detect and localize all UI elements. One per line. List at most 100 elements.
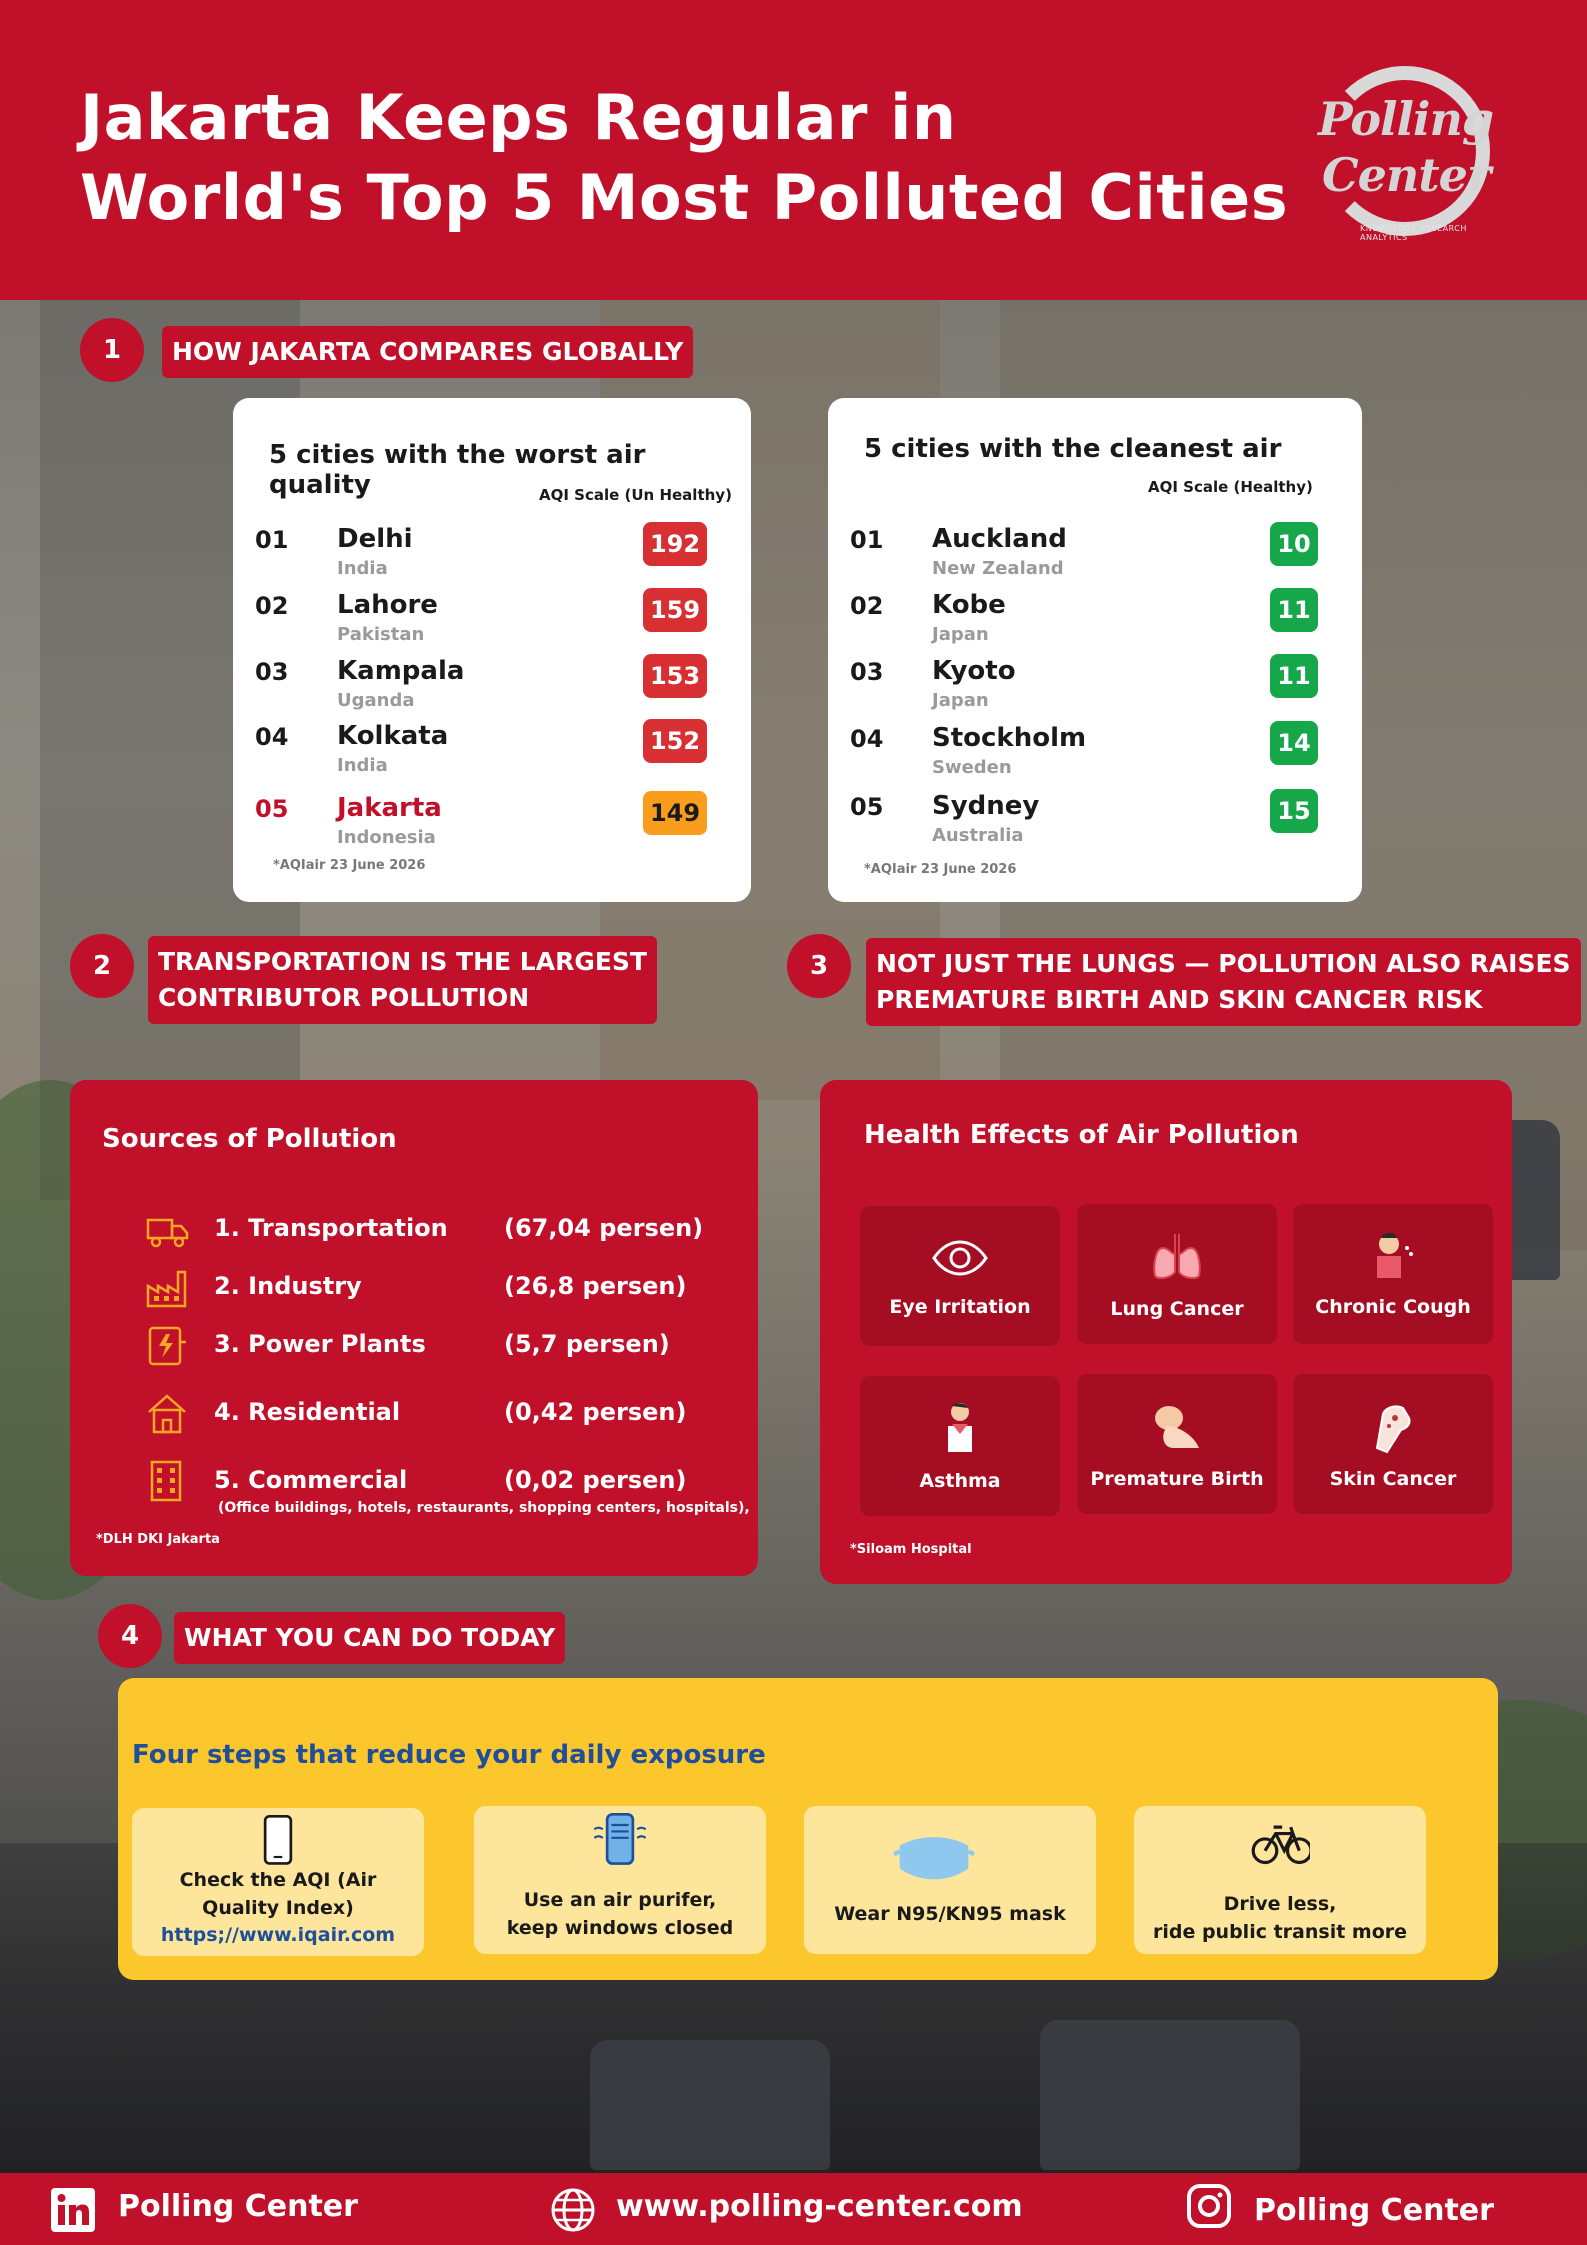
city-name: Lahore bbox=[337, 590, 438, 620]
power-plant-icon bbox=[148, 1326, 186, 1366]
city-row: 03 Kampala Uganda 153 bbox=[255, 654, 707, 716]
linkedin-icon[interactable] bbox=[50, 2187, 96, 2233]
worst-card-title: 5 cities with the worst air quality bbox=[269, 440, 646, 500]
footer-instagram-text[interactable]: Polling Center bbox=[1254, 2193, 1494, 2228]
section-4-label: WHAT YOU CAN DO TODAY bbox=[174, 1612, 566, 1664]
city-name: Auckland bbox=[932, 524, 1067, 554]
step-text-line-1: Use an air purifer, bbox=[523, 1889, 717, 1911]
polling-center-logo: Polling Center KNOWLEDGE RESEARCH ANALYT… bbox=[1300, 62, 1500, 242]
aqi-badge: 11 bbox=[1270, 654, 1318, 698]
mask-icon bbox=[893, 1837, 975, 1880]
page-title: Jakarta Keeps Regular in World's Top 5 M… bbox=[80, 78, 1288, 238]
worst-air-card: 5 cities with the worst air quality AQI … bbox=[233, 398, 751, 902]
health-effect-card: Asthma bbox=[860, 1376, 1060, 1516]
section-1-number: 1 bbox=[80, 318, 144, 382]
health-effect-card: Eye Irritation bbox=[860, 1206, 1060, 1346]
action-step-card: Wear N95/KN95 mask bbox=[804, 1806, 1096, 1954]
four-steps-title: Four steps that reduce your daily exposu… bbox=[132, 1740, 766, 1770]
city-country: New Zealand bbox=[932, 558, 1064, 579]
section-1-label: HOW JAKARTA COMPARES GLOBALLY bbox=[162, 326, 694, 378]
city-rank: 03 bbox=[255, 658, 289, 686]
section-2-label: TRANSPORTATION IS THE LARGEST CONTRIBUTO… bbox=[148, 936, 657, 1024]
step-text-line-2: keep windows closed bbox=[506, 1917, 734, 1939]
asthma-icon bbox=[948, 1403, 972, 1452]
city-row: 03 Kyoto Japan 11 bbox=[850, 654, 1318, 716]
phone-icon bbox=[263, 1814, 293, 1865]
step-text-line-2: Quality Index) bbox=[202, 1897, 354, 1919]
action-step-card: Check the AQI (Air Quality Index) https;//… bbox=[132, 1808, 424, 1956]
aqi-badge: 15 bbox=[1270, 789, 1318, 833]
health-effect-label: Eye Irritation bbox=[889, 1296, 1031, 1318]
city-name: Kampala bbox=[337, 656, 465, 686]
aqi-badge: 149 bbox=[643, 791, 707, 835]
city-name: Delhi bbox=[337, 524, 413, 554]
pollution-source-percent: (0,02 persen) bbox=[504, 1466, 687, 1494]
health-effect-label: Chronic Cough bbox=[1315, 1296, 1471, 1318]
skin-icon bbox=[1375, 1405, 1411, 1454]
commercial-note: (Office buildings, hotels, restaurants, … bbox=[218, 1500, 750, 1516]
city-country: Australia bbox=[932, 825, 1024, 846]
step-text-line-1: Check the AQI (Air bbox=[179, 1869, 377, 1891]
footer-linkedin-text[interactable]: Polling Center bbox=[118, 2189, 358, 2224]
sources-of-pollution-panel: Sources of Pollution 1. Transportation (6… bbox=[70, 1080, 758, 1576]
pollution-source-label: 4. Residential bbox=[214, 1398, 401, 1426]
cleanest-air-card: 5 cities with the cleanest air AQI Scale… bbox=[828, 398, 1362, 902]
city-row: 05 Sydney Australia 15 bbox=[850, 789, 1318, 851]
title-line-1: Jakarta Keeps Regular in bbox=[80, 81, 957, 154]
footer-bar: Polling Center www.polling-center.com Po… bbox=[0, 2173, 1587, 2245]
pollution-source-label: 3. Power Plants bbox=[214, 1330, 426, 1358]
city-name: Kobe bbox=[932, 590, 1006, 620]
worst-source: *AQIair 23 June 2026 bbox=[273, 858, 426, 873]
city-row: 02 Kobe Japan 11 bbox=[850, 588, 1318, 650]
city-row: 01 Auckland New Zealand 10 bbox=[850, 522, 1318, 584]
health-effect-card: Lung Cancer bbox=[1077, 1204, 1277, 1344]
cleanest-scale-label: AQI Scale (Healthy) bbox=[1148, 478, 1313, 496]
pollution-source-row: 2. Industry (26,8 persen) bbox=[144, 1264, 784, 1310]
truck-icon bbox=[146, 1218, 189, 1248]
pollution-source-row: 5. Commercial (0,02 persen) bbox=[144, 1458, 784, 1504]
instagram-icon[interactable] bbox=[1186, 2183, 1232, 2229]
city-rank: 05 bbox=[850, 793, 884, 821]
globe-icon bbox=[551, 2188, 595, 2232]
pollution-source-percent: (0,42 persen) bbox=[504, 1398, 687, 1426]
city-row: 01 Delhi India 192 bbox=[255, 522, 707, 584]
pollution-source-label: 2. Industry bbox=[214, 1272, 362, 1300]
sources-source: *DLH DKI Jakarta bbox=[96, 1532, 220, 1547]
pollution-source-percent: (26,8 persen) bbox=[504, 1272, 687, 1300]
cleanest-source: *AQIair 23 June 2026 bbox=[864, 862, 1017, 877]
cough-icon bbox=[1377, 1232, 1413, 1278]
logo-tagline: KNOWLEDGE RESEARCH ANALYTICS bbox=[1360, 224, 1467, 242]
pollution-source-row: 3. Power Plants (5,7 persen) bbox=[144, 1322, 784, 1368]
section-2-label-line-1: TRANSPORTATION IS THE LARGEST bbox=[158, 947, 647, 976]
city-country: Pakistan bbox=[337, 624, 425, 645]
step-text-line-1: Wear N95/KN95 mask bbox=[834, 1903, 1066, 1925]
baby-icon bbox=[1155, 1406, 1199, 1448]
iqair-link[interactable]: https;//www.iqair.com bbox=[160, 1924, 396, 1946]
four-steps-panel: Four steps that reduce your daily exposu… bbox=[118, 1678, 1498, 1980]
section-3-label: NOT JUST THE LUNGS — POLLUTION ALSO RAIS… bbox=[866, 938, 1581, 1026]
section-3-label-line-2: PREMATURE BIRTH AND SKIN CANCER RISK bbox=[876, 985, 1483, 1014]
city-country: Sweden bbox=[932, 757, 1012, 778]
health-source: *Siloam Hospital bbox=[850, 1542, 972, 1557]
city-row: 05 Jakarta Indonesia 149 bbox=[255, 791, 707, 853]
aqi-badge: 152 bbox=[643, 719, 707, 763]
city-name: Kyoto bbox=[932, 656, 1016, 686]
step-text-line-1: Drive less, bbox=[1223, 1893, 1337, 1915]
pollution-source-percent: (67,04 persen) bbox=[504, 1214, 704, 1242]
health-effect-card: Skin Cancer bbox=[1293, 1374, 1493, 1514]
city-rank: 03 bbox=[850, 658, 884, 686]
eye-icon bbox=[932, 1240, 988, 1276]
cleanest-card-title: 5 cities with the cleanest air bbox=[864, 434, 1282, 464]
aqi-badge: 153 bbox=[643, 654, 707, 698]
pollution-source-row: 4. Residential (0,42 persen) bbox=[144, 1390, 784, 1436]
city-rank: 04 bbox=[255, 723, 289, 751]
footer-website-link[interactable]: www.polling-center.com bbox=[616, 2189, 1023, 2224]
city-rank: 01 bbox=[255, 526, 289, 554]
section-2-label-line-2: CONTRIBUTOR POLLUTION bbox=[158, 983, 530, 1012]
city-country: India bbox=[337, 558, 388, 579]
city-country: India bbox=[337, 755, 388, 776]
logo-text-1: Polling bbox=[1318, 92, 1494, 146]
city-name: Kolkata bbox=[337, 721, 449, 751]
bicycle-icon bbox=[1251, 1825, 1310, 1865]
aqi-badge: 11 bbox=[1270, 588, 1318, 632]
